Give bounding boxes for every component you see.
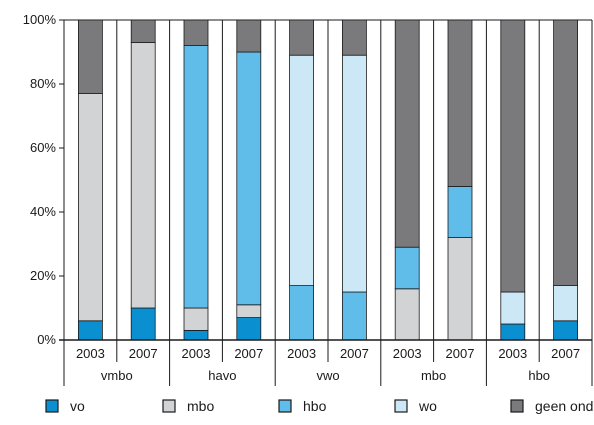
x-group-label: havo xyxy=(208,368,236,383)
legend-label: mbo xyxy=(187,398,214,414)
bar-segment-hbo xyxy=(447,185,473,238)
x-group-label: vwo xyxy=(316,368,339,383)
x-tick-label: 2007 xyxy=(234,346,263,361)
bar-segment-mbo xyxy=(394,288,420,341)
bar-segment-vo xyxy=(78,320,103,341)
x-tick-label: 2007 xyxy=(340,346,369,361)
bar-segment-geen-onderwijs xyxy=(341,19,367,56)
x-tick-label: 2003 xyxy=(498,346,527,361)
bar-segment-geen-onderwijs xyxy=(78,19,103,94)
bar-segment-mbo xyxy=(236,304,262,318)
bar-segment-hbo xyxy=(394,246,420,290)
bar-segment-mbo xyxy=(78,93,103,322)
bar-segment-vo xyxy=(500,323,526,341)
bar-segment-geen-onderwijs xyxy=(130,19,156,43)
bar-segment-geen-onderwijs xyxy=(394,19,420,248)
legend-label: hbo xyxy=(303,398,327,414)
x-group-label: mbo xyxy=(421,368,446,383)
legend-swatch xyxy=(162,399,176,413)
x-tick-label: 2003 xyxy=(76,346,105,361)
bar-segment-geen-onderwijs xyxy=(447,19,473,187)
bar-segment-hbo xyxy=(289,285,315,341)
x-tick-label: 2007 xyxy=(129,346,158,361)
legend: vo mbo hbo wo geen onderwijs xyxy=(45,398,594,414)
bar-segment-hbo xyxy=(341,291,367,341)
x-group-label: vmbo xyxy=(101,368,133,383)
y-tick-label: 40% xyxy=(30,204,56,219)
bar-segment-mbo xyxy=(183,307,209,331)
x-tick-label: 2007 xyxy=(446,346,475,361)
bar-segment-vo xyxy=(130,307,156,341)
bar-segment-wo xyxy=(289,54,315,286)
y-tick-label: 100% xyxy=(23,12,57,27)
x-tick-label: 2007 xyxy=(551,346,580,361)
legend-swatch xyxy=(394,399,408,413)
legend-swatch xyxy=(45,399,59,413)
x-tick-label: 2003 xyxy=(393,346,422,361)
bar-segment-geen-onderwijs xyxy=(289,19,315,56)
x-group-label: hbo xyxy=(528,368,550,383)
bar-segment-vo xyxy=(236,317,262,341)
legend-swatch xyxy=(278,399,292,413)
legend-label: geen onderwijs xyxy=(535,398,594,414)
bar-segment-geen-onderwijs xyxy=(500,19,526,293)
x-tick-label: 2003 xyxy=(287,346,316,361)
bars xyxy=(78,19,578,341)
bar-segment-hbo xyxy=(236,51,262,306)
legend-swatch xyxy=(510,399,524,413)
bar-segment-geen-onderwijs xyxy=(553,19,578,287)
legend-label: wo xyxy=(418,398,437,414)
bar-segment-hbo xyxy=(183,45,209,309)
y-tick-label: 20% xyxy=(30,268,56,283)
bar-segment-wo xyxy=(553,285,578,322)
x-tick-label: 2003 xyxy=(182,346,211,361)
bar-segment-vo xyxy=(183,329,209,341)
bar-segment-wo xyxy=(341,54,367,293)
legend-label: vo xyxy=(70,398,85,414)
bar-segment-geen-onderwijs xyxy=(236,19,262,53)
bar-segment-geen-onderwijs xyxy=(183,19,209,47)
axes: 0% 20% 40% 60% 80% 100% 2003 2007 2003 2007 2003 20… xyxy=(23,12,593,386)
bar-segment-wo xyxy=(500,291,526,325)
bar-segment-mbo xyxy=(130,42,156,309)
y-tick-label: 80% xyxy=(30,76,56,91)
y-tick-label: 60% xyxy=(30,140,56,155)
bar-segment-mbo xyxy=(447,237,473,341)
bar-segment-vo xyxy=(553,320,578,341)
y-tick-label: 0% xyxy=(37,332,56,347)
